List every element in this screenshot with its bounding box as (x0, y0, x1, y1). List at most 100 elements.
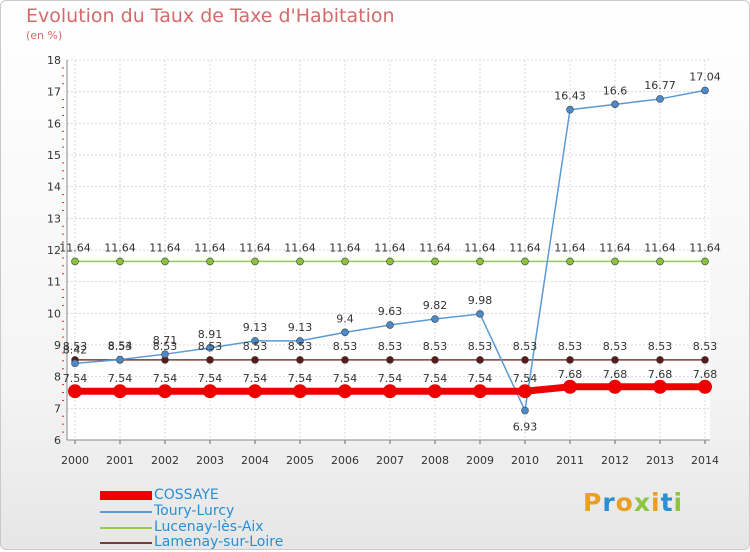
data-label-lucenay-l-s-aix: 11.64 (239, 241, 271, 254)
data-point-cossaye (113, 384, 127, 399)
data-point-toury-lurcy (116, 355, 124, 364)
data-point-toury-lurcy (341, 328, 349, 337)
legend-swatch-lucenay (100, 527, 152, 529)
data-point-lamenay-sur-loire (206, 356, 214, 364)
data-label-lucenay-l-s-aix: 11.64 (284, 241, 316, 254)
data-label-cossaye: 7.54 (423, 372, 448, 385)
data-label-toury-lurcy: 8.42 (63, 343, 88, 356)
data-label-lucenay-l-s-aix: 11.64 (464, 241, 496, 254)
data-label-lamenay-sur-loire: 8.53 (198, 340, 223, 353)
data-label-lucenay-l-s-aix: 11.64 (194, 241, 226, 254)
data-point-toury-lurcy (656, 95, 664, 103)
data-point-cossaye (608, 379, 622, 394)
data-label-toury-lurcy: 16.43 (554, 90, 586, 103)
data-point-lamenay-sur-loire (521, 356, 529, 364)
data-point-lucenay-l-s-aix (206, 257, 214, 266)
data-label-lucenay-l-s-aix: 11.64 (554, 241, 586, 254)
data-point-lamenay-sur-loire (476, 356, 484, 364)
data-label-cossaye: 7.54 (243, 372, 268, 385)
x-tick-label: 2006 (331, 454, 359, 467)
data-label-cossaye: 7.54 (288, 372, 313, 385)
y-tick-label: 17 (47, 86, 61, 99)
data-point-cossaye (338, 384, 352, 399)
data-label-lucenay-l-s-aix: 11.64 (509, 241, 541, 254)
data-point-lamenay-sur-loire (656, 356, 664, 364)
data-label-cossaye: 7.54 (108, 372, 133, 385)
legend-swatch-lamenay (100, 542, 152, 544)
y-tick-label: 12 (47, 244, 61, 257)
data-label-toury-lurcy: 8.71 (153, 334, 178, 347)
legend-label-cossaye: COSSAYE (154, 487, 219, 503)
data-label-lucenay-l-s-aix: 11.64 (149, 241, 181, 254)
data-point-toury-lurcy (71, 359, 79, 368)
legend-label-lamenay: Lamenay-sur-Loire (154, 534, 284, 550)
data-label-toury-lurcy: 17.04 (689, 70, 721, 83)
data-point-lamenay-sur-loire (701, 356, 709, 364)
x-tick-label: 2002 (151, 454, 179, 467)
data-point-cossaye (203, 384, 217, 399)
data-label-lucenay-l-s-aix: 11.64 (689, 241, 721, 254)
series-lamenay-sur-loire (71, 356, 709, 364)
data-label-lamenay-sur-loire: 8.53 (288, 340, 313, 353)
data-label-cossaye: 7.68 (648, 368, 673, 381)
data-label-toury-lurcy: 8.91 (198, 328, 223, 341)
data-point-lucenay-l-s-aix (116, 257, 124, 266)
data-point-toury-lurcy (296, 337, 304, 345)
data-label-lamenay-sur-loire: 8.53 (423, 340, 448, 353)
proxiti-logo: Proxiti (583, 488, 684, 517)
x-tick-label: 2012 (601, 454, 629, 467)
data-point-toury-lurcy (476, 310, 484, 318)
data-point-cossaye (563, 379, 577, 394)
data-point-lucenay-l-s-aix (251, 257, 259, 266)
x-tick-label: 2008 (421, 454, 449, 467)
x-tick-label: 2000 (61, 454, 89, 467)
x-tick-label: 2004 (241, 454, 269, 467)
data-point-lucenay-l-s-aix (566, 257, 574, 266)
data-label-cossaye: 7.54 (378, 372, 403, 385)
data-label-lamenay-sur-loire: 8.53 (648, 340, 673, 353)
y-tick-label: 8 (54, 371, 61, 384)
data-label-lamenay-sur-loire: 8.53 (558, 340, 583, 353)
data-point-lucenay-l-s-aix (476, 257, 484, 266)
data-point-cossaye (428, 384, 442, 399)
data-label-lucenay-l-s-aix: 11.64 (374, 241, 406, 254)
data-label-lucenay-l-s-aix: 11.64 (59, 241, 91, 254)
data-label-toury-lurcy: 8.54 (108, 340, 133, 353)
data-point-lamenay-sur-loire (431, 356, 439, 364)
data-label-lucenay-l-s-aix: 11.64 (329, 241, 361, 254)
legend-swatch-cossaye (100, 491, 152, 500)
data-label-lamenay-sur-loire: 8.53 (378, 340, 403, 353)
y-tick-label: 18 (47, 54, 61, 67)
data-label-lucenay-l-s-aix: 11.64 (644, 241, 676, 254)
data-point-lucenay-l-s-aix (701, 257, 709, 266)
series-toury-lurcy (71, 86, 709, 415)
chart-title: Evolution du Taux de Taxe d'Habitation (26, 5, 395, 27)
x-tick-label: 2009 (466, 454, 494, 467)
data-label-lamenay-sur-loire: 8.53 (603, 340, 628, 353)
x-tick-label: 2005 (286, 454, 314, 467)
y-tick-label: 10 (47, 307, 61, 320)
data-label-lamenay-sur-loire: 8.53 (693, 340, 718, 353)
data-point-cossaye (653, 379, 667, 394)
data-label-toury-lurcy: 9.63 (378, 305, 403, 318)
series-lucenay-l-s-aix (71, 257, 709, 266)
series-cossaye (68, 379, 712, 399)
data-label-toury-lurcy: 6.93 (513, 421, 538, 434)
data-label-lamenay-sur-loire: 8.53 (153, 340, 178, 353)
data-point-toury-lurcy (386, 321, 394, 329)
y-tick-label: 9 (54, 339, 61, 352)
data-label-cossaye: 7.54 (333, 372, 358, 385)
x-tick-label: 2011 (556, 454, 584, 467)
data-point-cossaye (698, 379, 712, 394)
y-tick-label: 11 (47, 276, 61, 289)
data-point-cossaye (473, 384, 487, 399)
data-label-lamenay-sur-loire: 8.53 (108, 340, 133, 353)
data-point-cossaye (248, 384, 262, 399)
data-label-cossaye: 7.54 (153, 372, 178, 385)
data-point-toury-lurcy (251, 337, 259, 345)
data-point-toury-lurcy (431, 315, 439, 323)
data-point-lamenay-sur-loire (611, 356, 619, 364)
legend-label-lucenay: Lucenay-lès-Aix (154, 519, 264, 535)
data-label-toury-lurcy: 16.6 (603, 84, 628, 97)
data-label-lamenay-sur-loire: 8.53 (333, 340, 358, 353)
